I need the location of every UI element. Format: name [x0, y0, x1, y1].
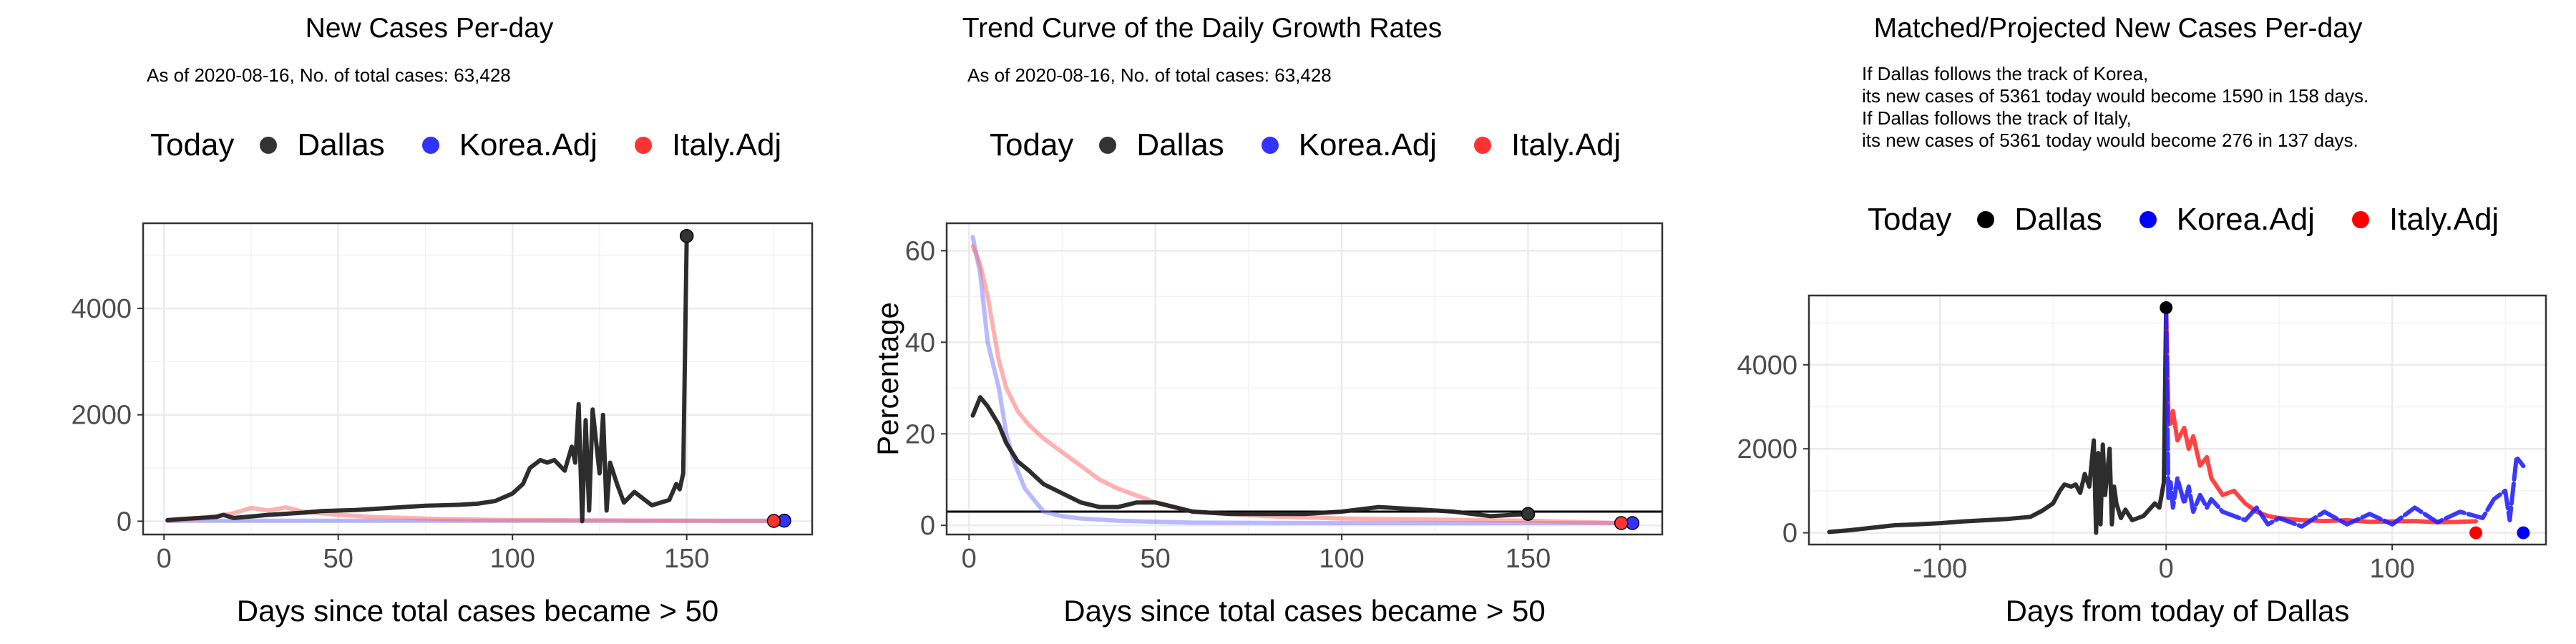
tick-label-x: 150 [1506, 544, 1551, 574]
legend-dot-italy [634, 137, 652, 154]
projection-notes: If Dallas follows the track of Korea, it… [1862, 63, 2368, 152]
panel-new-cases: New Cases Per-day As of 2020-08-16, No. … [0, 0, 859, 644]
tick-label-x: 100 [1319, 544, 1364, 574]
legend-dot-italy [2351, 211, 2369, 228]
tick-label-y: 60 [905, 236, 935, 266]
tick-label-y: 40 [905, 328, 935, 358]
legend: Today Dallas Korea.Adj Italy.Adj [150, 127, 781, 163]
chart-2: 0 50 100 150 0 20 40 60 Days since total cases b… [871, 222, 1664, 628]
x-axis-label: Days from today of Dallas [2006, 594, 2350, 628]
tick-label-y: 20 [905, 419, 935, 449]
legend-dot-dallas [260, 137, 278, 154]
tick-label-x: 0 [962, 544, 977, 574]
panel-title: Matched/Projected New Cases Per-day [1873, 13, 2363, 44]
today-point-dallas [2160, 301, 2173, 314]
today-point-italy-adj [1614, 516, 1629, 530]
panel-projected: Matched/Projected New Cases Per-day If D… [1717, 0, 2576, 644]
today-point-dallas [1521, 507, 1536, 521]
legend-dot-italy [1473, 137, 1491, 154]
legend-dot-dallas [1099, 137, 1117, 154]
plot-border [1807, 294, 2547, 546]
legend-dot-korea [1261, 137, 1279, 154]
projection-note: its new cases of 5361 today would become… [1862, 85, 2369, 107]
legend-dot-korea [421, 137, 439, 154]
panel-growth-rates: Trend Curve of the Daily Growth Rates As… [859, 0, 1717, 644]
legend-title: Today [1868, 202, 1952, 237]
tick-label-x: 150 [664, 544, 709, 574]
today-point-korea-adj [2517, 526, 2530, 540]
x-axis-label: Days since total cases became > 50 [1063, 594, 1546, 628]
panel-title: Trend Curve of the Daily Growth Rates [962, 13, 1443, 44]
series-line-dallas [165, 233, 689, 524]
series-line-dallas [970, 395, 1531, 519]
legend-dot-dallas [1977, 211, 1995, 228]
legend-dot-korea [2139, 211, 2157, 228]
legend-label-korea: Korea.Adj [1298, 127, 1437, 162]
legend-label-dallas: Dallas [1136, 127, 1224, 162]
tick-label-x: -100 [1913, 554, 1967, 584]
projection-note: If Dallas follows the track of Korea, [1862, 63, 2149, 84]
today-point-italy-adj [2469, 526, 2483, 540]
panel-subtitle: As of 2020-08-16, No. of total cases: 63… [967, 64, 1332, 86]
plot-border [142, 222, 814, 536]
tick-label-y: 2000 [1737, 434, 1797, 464]
tick-label-x: 0 [2159, 554, 2174, 584]
tick-label-y: 4000 [1737, 351, 1797, 381]
tick-label-y: 0 [920, 511, 935, 541]
series-line-italy-adj [2164, 306, 2479, 525]
series-line-italy-adj [970, 244, 1624, 525]
panel-title: New Cases Per-day [305, 13, 554, 44]
legend-label-dallas: Dallas [2014, 202, 2102, 237]
tick-label-y: 0 [1782, 519, 1797, 549]
series-line-korea-adj [970, 235, 1635, 525]
today-point-dallas [679, 229, 694, 243]
series-line-dallas [1827, 306, 2169, 535]
chart-1: 0 50 100 150 0 2000 4000 Days since total cases… [71, 222, 814, 628]
projection-note: its new cases of 5361 today would become… [1862, 130, 2358, 151]
legend-title: Today [990, 127, 1074, 162]
tick-label-x: 0 [157, 544, 172, 574]
tick-label-x: 100 [489, 544, 535, 574]
tick-label-y: 2000 [71, 401, 132, 431]
projection-note: If Dallas follows the track of Italy, [1862, 107, 2132, 129]
today-point-italy-adj [766, 514, 781, 528]
legend: Today Dallas Korea.Adj Italy.Adj [1868, 202, 2499, 238]
legend-label-italy: Italy.Adj [1511, 127, 1621, 162]
panel-subtitle: As of 2020-08-16, No. of total cases: 63… [147, 64, 511, 86]
legend-label-italy: Italy.Adj [671, 127, 782, 162]
x-axis-label: Days since total cases became > 50 [237, 594, 719, 628]
tick-label-y: 0 [117, 507, 132, 537]
legend-label-korea: Korea.Adj [459, 127, 597, 162]
legend-title: Today [150, 127, 235, 162]
legend-label-korea: Korea.Adj [2176, 202, 2315, 237]
legend-label-dallas: Dallas [297, 127, 385, 162]
tick-label-x: 50 [1141, 544, 1171, 574]
tick-label-x: 50 [323, 544, 353, 574]
legend: Today Dallas Korea.Adj Italy.Adj [990, 127, 1621, 163]
tick-label-x: 100 [2369, 554, 2414, 584]
plot-border [945, 222, 1664, 536]
tick-label-y: 4000 [71, 294, 132, 324]
y-axis-label: Percentage [871, 302, 904, 456]
legend-label-italy: Italy.Adj [2389, 202, 2499, 237]
series-line-korea-adj [2164, 306, 2526, 529]
